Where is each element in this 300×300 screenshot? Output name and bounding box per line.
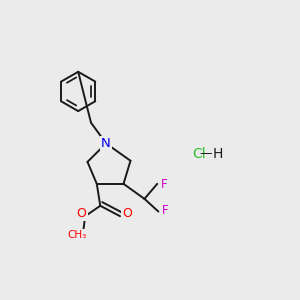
Text: F: F xyxy=(160,178,167,191)
Text: O: O xyxy=(122,207,132,220)
Text: F: F xyxy=(162,204,168,217)
Text: —: — xyxy=(200,147,212,160)
Text: N: N xyxy=(101,137,111,150)
Text: O: O xyxy=(77,207,87,220)
Text: H: H xyxy=(212,147,223,161)
Text: CH₃: CH₃ xyxy=(68,230,87,240)
Text: Cl: Cl xyxy=(192,147,206,161)
